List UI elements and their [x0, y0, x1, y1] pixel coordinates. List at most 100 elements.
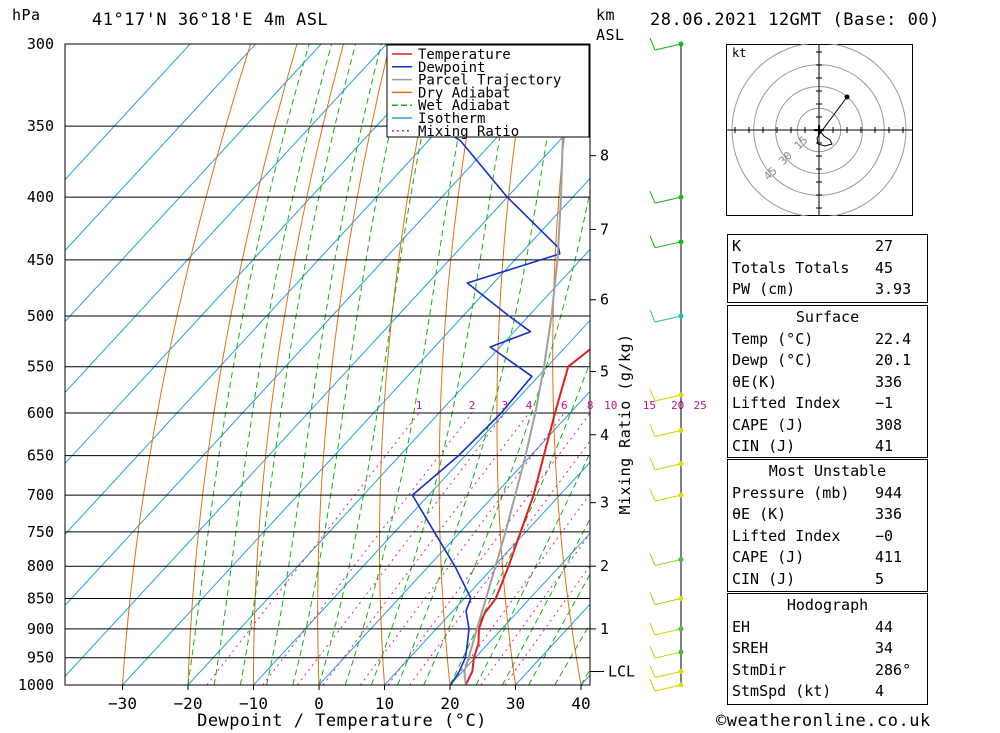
wind-barb-flag — [649, 424, 656, 437]
legend-label: Isotherm — [418, 111, 485, 127]
pressure-tick-label: 700 — [27, 486, 54, 504]
wind-level-dot — [678, 41, 684, 47]
x-tick-label: 20 — [440, 694, 459, 713]
wind-barb-shaft — [654, 463, 682, 471]
index-value: 44 — [875, 617, 894, 636]
mixing-ratio-label: 3 — [502, 399, 509, 412]
dry-adiabat-line — [496, 44, 530, 685]
isotherm-line — [449, 532, 590, 685]
dewpoint-line — [411, 44, 561, 685]
isotherm-line — [384, 461, 590, 685]
isotherm-line — [65, 44, 388, 394]
mixing-ratio-line — [297, 412, 506, 685]
pressure-unit-label: hPa — [12, 6, 41, 24]
dry-adiabat-line — [947, 44, 1000, 685]
wind-barb — [649, 309, 684, 323]
wind-barb-shaft — [654, 315, 682, 323]
index-label: Lifted Index — [732, 526, 841, 545]
dry-adiabat-line — [659, 44, 712, 685]
pressure-tick-label: 300 — [27, 35, 54, 53]
index-label: K — [732, 237, 742, 255]
surface-row: θE(K) 336 — [728, 372, 927, 394]
wind-barb-flag — [649, 592, 656, 605]
km-tick-label: 4 — [600, 426, 609, 444]
isotherm-line — [65, 44, 322, 323]
isotherm-line — [65, 44, 257, 252]
datetime-title: 28.06.2021 12GMT (Base: 00) — [650, 10, 940, 30]
wind-barb-flag — [649, 309, 656, 323]
pressure-tick-label: 900 — [27, 620, 54, 638]
isotherm-line — [65, 44, 191, 181]
index-value: 336 — [875, 372, 903, 391]
km-tick-label: 2 — [600, 557, 609, 575]
hodograph-top-point — [844, 94, 850, 100]
wind-barb — [649, 388, 684, 402]
right-axis-label: Mixing Ratio (g/kg) — [616, 333, 634, 514]
wind-barb-flag — [649, 190, 656, 204]
mixing-ratio-label: 10 — [604, 399, 617, 412]
wind-barb-shaft — [654, 684, 682, 692]
storm-motion-marker: + — [814, 120, 825, 141]
mixing-ratio-label: 2 — [469, 399, 476, 412]
km-axis: 1 2 3 4 5 6 7 8 LCL — [590, 147, 635, 681]
legend-label: Temperature — [418, 47, 511, 63]
wind-barb-flag — [649, 553, 656, 566]
index-value: 34 — [875, 639, 894, 657]
temperature-line — [464, 348, 590, 685]
wind-barb — [649, 678, 684, 692]
mu-row: Pressure (mb) 944 — [728, 483, 927, 505]
index-value: 22.4 — [875, 329, 912, 348]
wind-barb-shaft — [654, 651, 682, 659]
hodo-row: EH 44 — [728, 617, 927, 639]
wind-barb-shaft — [654, 494, 682, 502]
index-value: 27 — [875, 237, 894, 255]
wind-barb-shaft — [654, 430, 682, 437]
wind-level-dot — [678, 682, 684, 688]
pressure-tick-label: 550 — [27, 358, 54, 376]
legend-box — [386, 44, 590, 138]
wind-level-dot — [678, 239, 684, 245]
wet-adiabat-line — [423, 189, 590, 685]
wind-barb-shaft — [654, 628, 682, 636]
surface-row: CAPE (J) 308 — [728, 415, 927, 437]
hodo-row: StmDir 286° — [728, 660, 927, 682]
pressure-tick-label: 800 — [27, 557, 54, 575]
wind-barb-flag — [649, 645, 656, 659]
surface-row: CIN (J) 41 — [728, 436, 927, 458]
pressure-tick-label: 500 — [27, 307, 54, 325]
wind-barb — [649, 665, 684, 679]
wet-adiabat-line — [266, 44, 382, 685]
index-value: 286° — [875, 660, 912, 679]
index-label: SREH — [732, 639, 769, 657]
wind-barb-flag — [649, 488, 656, 502]
wet-adiabat-line — [344, 44, 477, 685]
x-tick-label: 0 — [314, 694, 324, 713]
isotherm-line — [65, 44, 519, 536]
index-value: −0 — [875, 526, 894, 545]
wet-adiabat-line — [528, 573, 590, 685]
pressure-tick-label: 950 — [27, 649, 54, 667]
index-label: EH — [732, 617, 751, 636]
mixing-ratio-label: 1 — [416, 399, 423, 412]
height-unit-asl: ASL — [596, 26, 625, 44]
index-label: Temp (°C) — [732, 329, 814, 348]
index-row-totals: Totals Totals 45 — [728, 258, 927, 280]
index-label: θE(K) — [732, 372, 778, 391]
isotherm-line — [65, 44, 584, 607]
wind-barb — [649, 235, 684, 249]
wind-level-dot — [678, 461, 684, 467]
x-tick-label: −10 — [239, 694, 268, 713]
hodograph-axis-ticks — [734, 51, 904, 209]
isotherm-line — [318, 390, 590, 685]
legend-label: Dewpoint — [418, 60, 485, 76]
wind-barb — [649, 645, 684, 659]
x-tick-label: −20 — [174, 694, 203, 713]
isobars — [65, 43, 590, 686]
km-tick-label: 1 — [600, 620, 609, 638]
index-value: 308 — [875, 415, 903, 434]
copyright-footer[interactable]: ©weatheronline.co.uk — [716, 711, 931, 731]
wind-barb — [649, 592, 684, 605]
legend-label: Dry Adiabat — [418, 85, 511, 101]
